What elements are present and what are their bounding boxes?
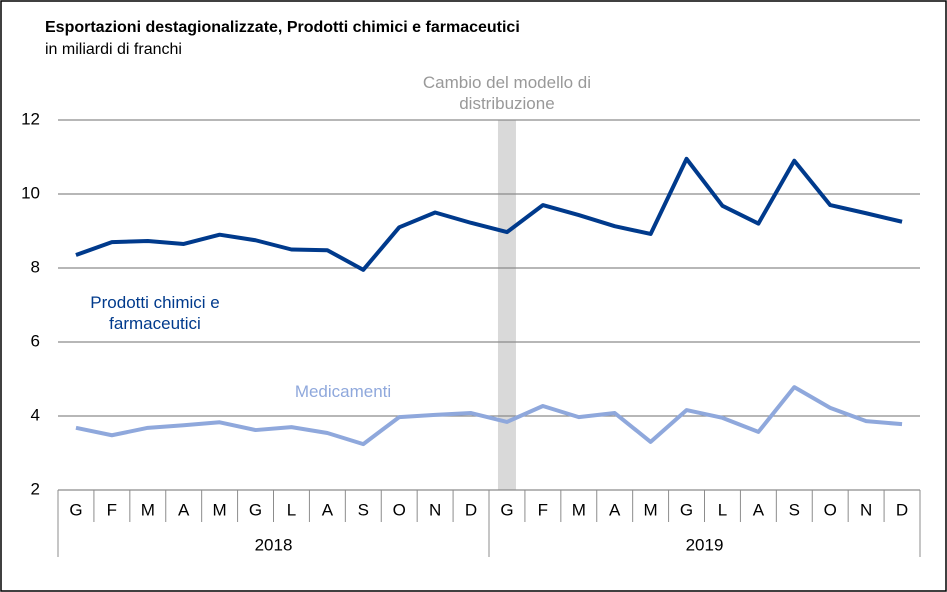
x-tick-label: S xyxy=(789,500,800,519)
x-tick-label: A xyxy=(178,500,190,519)
series-line xyxy=(75,156,903,272)
y-tick-label: 12 xyxy=(21,109,40,128)
series-line xyxy=(75,385,903,447)
x-tick-label: D xyxy=(465,500,477,519)
x-tick-label: L xyxy=(718,500,727,519)
x-tick-label: F xyxy=(107,500,117,519)
x-tick-label: M xyxy=(213,500,227,519)
x-tick-label: G xyxy=(680,500,693,519)
x-tick-label: N xyxy=(429,500,441,519)
y-tick-label: 8 xyxy=(31,257,40,276)
x-tick-label: A xyxy=(609,500,621,519)
x-tick-label: M xyxy=(141,500,155,519)
series-label: Medicamenti xyxy=(294,382,392,401)
y-tick-label: 2 xyxy=(31,479,40,498)
x-tick-label: F xyxy=(538,500,548,519)
x-tick-label: G xyxy=(69,500,82,519)
x-tick-label: M xyxy=(644,500,658,519)
y-tick-label: 6 xyxy=(31,331,40,350)
y-tick-label: 10 xyxy=(21,183,40,202)
chart-subtitle: in miliardi di franchi xyxy=(45,41,182,58)
x-tick-label: N xyxy=(860,500,872,519)
x-tick-label: O xyxy=(824,500,837,519)
annotation-label: Cambio del modello di distribuzione xyxy=(422,73,592,113)
y-tick-label: 4 xyxy=(31,405,40,424)
x-tick-label: S xyxy=(358,500,369,519)
x-tick-label: L xyxy=(287,500,296,519)
x-tick-label: O xyxy=(393,500,406,519)
chart-title: Esportazioni destagionalizzate, Prodotti… xyxy=(45,19,520,36)
group-label: 2019 xyxy=(686,535,724,554)
group-label: 2018 xyxy=(255,535,293,554)
x-tick-label: G xyxy=(249,500,262,519)
x-tick-label: A xyxy=(322,500,334,519)
series-label: Prodotti chimici e farmaceutici xyxy=(90,293,220,333)
x-tick-label: A xyxy=(753,500,765,519)
x-tick-label: M xyxy=(572,500,586,519)
annotation-band xyxy=(497,120,516,490)
x-tick-label: D xyxy=(896,500,908,519)
x-tick-label: G xyxy=(500,500,513,519)
